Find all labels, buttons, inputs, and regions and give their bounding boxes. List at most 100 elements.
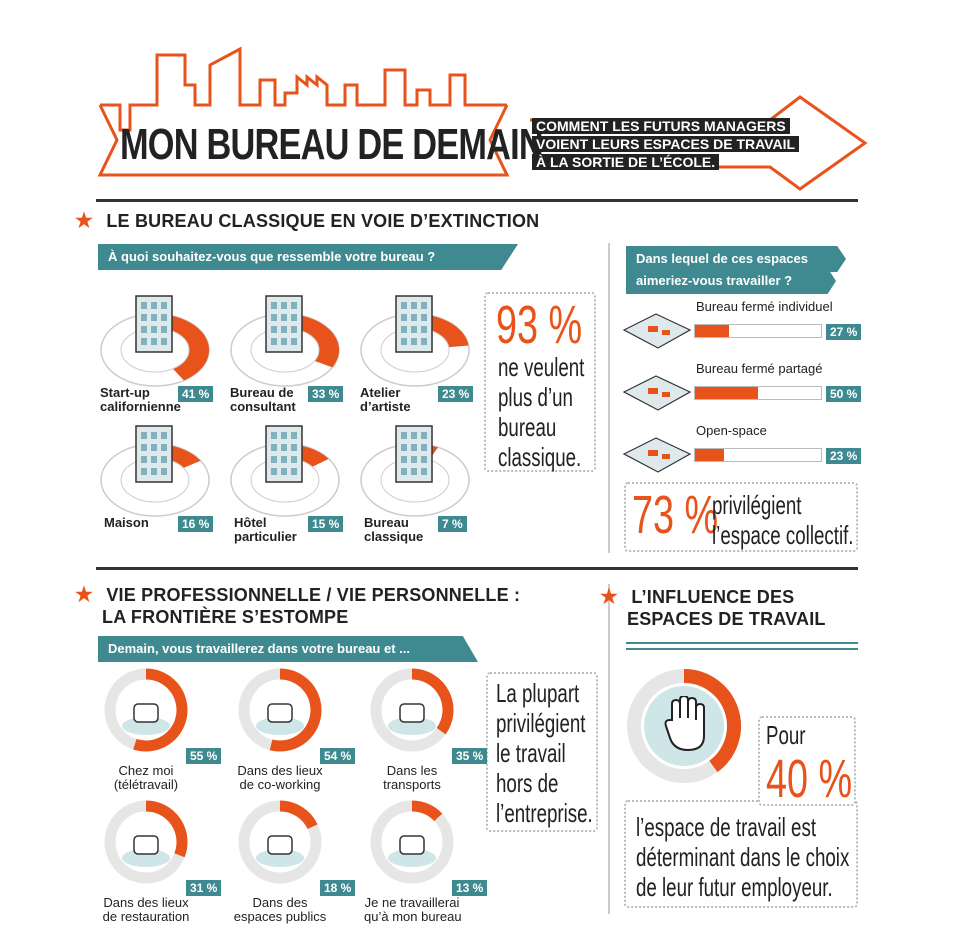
building-window	[271, 468, 277, 475]
building-window	[141, 326, 147, 333]
section2-note: La plupart privilégient le travail hors …	[496, 678, 630, 828]
divider-top	[96, 199, 858, 202]
building-window	[151, 456, 157, 463]
seat-icon	[399, 703, 425, 723]
work-place-label: Chez moi (télétravail)	[113, 763, 179, 792]
section3-title-line-2: ESPACES DE TRAVAIL	[627, 609, 826, 629]
space-icon	[622, 375, 692, 411]
office-pct: 23 %	[438, 386, 474, 402]
building-window	[271, 432, 277, 439]
section3-pct-box	[758, 716, 856, 806]
building-window	[161, 338, 167, 345]
floor-shadow	[256, 717, 304, 735]
building-window	[401, 432, 407, 439]
space-label: Open-space	[696, 423, 767, 438]
building-window	[161, 456, 167, 463]
office-pie	[230, 425, 340, 517]
building-window	[281, 338, 287, 345]
building-window	[271, 444, 277, 451]
work-place-donut	[238, 800, 322, 884]
section1-title: ★ LE BUREAU CLASSIQUE EN VOIE D’EXTINCTI…	[75, 210, 539, 232]
spaces-question-line-1: Dans lequel de ces espaces	[626, 246, 846, 272]
section3-text-line: de leur futur employeur.	[636, 872, 833, 902]
building-window	[411, 432, 417, 439]
vertical-divider-2	[608, 584, 610, 914]
section3-pour: Pour	[766, 720, 806, 750]
vertical-divider	[608, 243, 610, 553]
building-window	[421, 338, 427, 345]
space-icon	[622, 437, 692, 473]
space-bar-fill	[695, 449, 724, 461]
office-label: Atelier d’artiste	[360, 385, 411, 414]
seat-icon	[267, 703, 293, 723]
spaces-question-line-2: aimeriez-vous travailler ?	[626, 268, 836, 294]
star-icon: ★	[600, 586, 619, 608]
building-window	[291, 432, 297, 439]
work-place-donut	[238, 668, 322, 752]
section2-title-line-2: LA FRONTIÈRE S’ESTOMPE	[102, 607, 349, 627]
office-pct: 16 %	[178, 516, 214, 532]
donut-value-arc	[411, 800, 443, 822]
work-place-pct: 55 %	[186, 748, 222, 764]
work-place-label: Dans des lieux de restauration	[102, 895, 190, 924]
spaces-highlight-line: privilégient	[712, 490, 802, 520]
building-window	[411, 302, 417, 309]
building-window	[421, 444, 427, 451]
spaces-highlight-pct: 73 %	[632, 485, 719, 545]
building-window	[271, 338, 277, 345]
work-place-donut	[370, 800, 454, 884]
work-place-pct: 54 %	[320, 748, 356, 764]
building-window	[151, 314, 157, 321]
seat-icon	[399, 835, 425, 855]
section1-highlight-line: plus d’un	[498, 382, 573, 412]
floor-shadow	[122, 849, 170, 867]
building-window	[281, 456, 287, 463]
section2-note-line: le travail	[496, 738, 566, 768]
donut-value-arc	[269, 668, 322, 752]
section2-title: ★ VIE PROFESSIONNELLE / VIE PERSONNELLE …	[75, 584, 520, 628]
section3-rule	[626, 642, 858, 650]
building-window	[151, 302, 157, 309]
building-window	[151, 468, 157, 475]
section2-question: Demain, vous travaillerez dans votre bur…	[98, 636, 478, 662]
office-pie	[360, 425, 470, 517]
space-pct: 50 %	[826, 386, 862, 402]
building-window	[401, 314, 407, 321]
building-window	[291, 314, 297, 321]
office-pie	[230, 295, 340, 387]
building-window	[161, 468, 167, 475]
office-pct: 15 %	[308, 516, 344, 532]
floor-shadow	[388, 849, 436, 867]
spaces-highlight-box	[624, 482, 858, 552]
office-pie	[100, 295, 210, 387]
donut-value-arc	[411, 668, 454, 735]
building-window	[421, 302, 427, 309]
section1-highlight-box	[484, 292, 596, 472]
work-place-label: Dans les transports	[383, 763, 441, 792]
building-window	[161, 432, 167, 439]
star-icon: ★	[75, 210, 94, 232]
subtitle-line-3: À LA SORTIE DE L’ÉCOLE.	[532, 154, 720, 170]
building-window	[421, 456, 427, 463]
office-label: Hôtel particulier	[234, 515, 297, 544]
building-window	[421, 326, 427, 333]
section1-highlight-text: ne veulent plus d’un bureau classique.	[498, 352, 618, 472]
building-window	[291, 302, 297, 309]
section3-text-line: déterminant dans le choix	[636, 842, 850, 872]
office-pie	[360, 295, 470, 387]
space-bar-fill	[695, 325, 730, 337]
space-icon	[622, 313, 692, 349]
building-window	[421, 314, 427, 321]
building-window	[151, 432, 157, 439]
section3-title: ★ L’INFLUENCE DES ESPACES DE TRAVAIL	[600, 586, 826, 630]
subtitle: COMMENT LES FUTURS MANAGERS VOIENT LEURS…	[532, 118, 800, 172]
building-window	[281, 314, 287, 321]
work-place-donut	[370, 668, 454, 752]
skyline-title-frame	[97, 46, 510, 177]
floor-shadow	[256, 849, 304, 867]
building-window	[141, 314, 147, 321]
space-desk	[648, 388, 658, 394]
building-window	[401, 456, 407, 463]
spaces-highlight-text: privilégient l’espace collectif.	[712, 490, 909, 550]
building-window	[411, 456, 417, 463]
